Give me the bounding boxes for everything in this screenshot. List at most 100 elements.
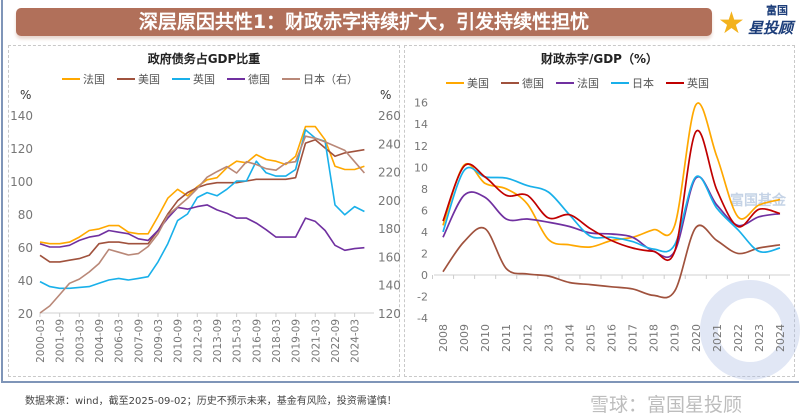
legend-item[interactable]: 英国 — [666, 75, 709, 91]
legend-item[interactable]: 美国 — [446, 75, 489, 91]
legend-swatch — [62, 78, 80, 80]
legend-label: 法国 — [83, 73, 105, 86]
y-tick-label-right: 180 — [378, 222, 401, 236]
y-tick-label: 20 — [18, 307, 33, 321]
x-tick-label: 2009 — [458, 324, 471, 352]
legend-item[interactable]: 德国 — [227, 71, 270, 87]
page-frame — [1, 0, 799, 383]
chart-title: 政府债务占GDP比重 — [147, 52, 261, 66]
series-line-德国 — [39, 204, 365, 252]
legend-swatch — [117, 78, 135, 80]
page-title: 深层原因共性1：财政赤字持续扩大，引发持续性担忧 — [16, 8, 712, 36]
x-tick-label: 2013 — [542, 324, 555, 352]
x-tick-label: 2019-09 — [291, 319, 303, 363]
series-line-德国 — [442, 224, 781, 299]
legend-item[interactable]: 法国 — [62, 71, 105, 87]
chart-title: 财政赤字/GDP（%） — [540, 52, 658, 66]
x-tick-label: 2004-09 — [94, 319, 106, 363]
legend-swatch — [556, 82, 574, 84]
series-line-英国 — [39, 129, 365, 290]
y-tick-label: 2 — [421, 247, 428, 260]
debt-chart-panel: 政府债务占GDP比重 — [8, 45, 400, 377]
legend-swatch — [611, 82, 629, 84]
x-tick-label: 2023 — [753, 324, 766, 352]
brand-logo: ★ 富国星投顾 — [718, 4, 798, 44]
x-tick-label: 2021 — [711, 324, 724, 352]
y-tick-label-right: 140 — [378, 279, 401, 293]
x-tick-label: 2000-03 — [35, 319, 47, 363]
x-tick-label: 2001-09 — [55, 319, 67, 363]
x-tick-label: 2022 — [732, 324, 745, 352]
y-tick-label-right: 240 — [378, 137, 401, 151]
chart-legend: 法国 美国 英国 德国 日本（右） — [62, 71, 358, 87]
series-line-日本（右） — [39, 135, 366, 314]
x-tick-label: 2016 — [606, 324, 619, 352]
series-line-美国 — [442, 102, 781, 249]
y-tick-label: 4 — [421, 226, 428, 239]
y-tick-label-right: 220 — [378, 166, 401, 180]
legend-item[interactable]: 德国 — [501, 75, 544, 91]
x-tick-label: 2012-03 — [192, 319, 204, 363]
series-line-英国 — [442, 129, 781, 262]
x-tick-label: 2022-09 — [330, 319, 342, 363]
x-tick-label: 2012 — [521, 324, 534, 352]
x-tick-label: 2018 — [648, 324, 661, 352]
y-tick-label-right: 200 — [378, 194, 401, 208]
x-tick-label: 2010 — [479, 324, 492, 352]
x-tick-label: 2019 — [669, 324, 682, 352]
x-tick-label: 2007-09 — [133, 319, 145, 363]
watermark: 雪球：富国星投顾 — [590, 394, 743, 416]
y-tick-label: 8 — [421, 183, 428, 196]
y-tick-label: 140 — [10, 109, 33, 123]
legend-swatch — [227, 78, 245, 80]
chart-legend: 美国 德国 法国 日本 英国 — [446, 75, 709, 91]
y-tick-label-right: 160 — [378, 250, 401, 264]
legend-swatch — [446, 82, 464, 84]
y-tick-label: 16 — [414, 97, 428, 110]
legend-label: 法国 — [577, 77, 599, 90]
background-watermark-text: 富国基金 — [730, 193, 786, 209]
legend-item[interactable]: 日本（右） — [282, 71, 358, 87]
x-tick-label: 2003-03 — [74, 319, 86, 363]
x-tick-label: 2010-09 — [173, 319, 185, 363]
series-line-法国 — [442, 175, 781, 259]
x-tick-label: 2016-09 — [251, 319, 263, 363]
legend-swatch — [666, 82, 684, 84]
legend-swatch — [501, 82, 519, 84]
y-tick-label: 12 — [414, 140, 428, 153]
y-tick-label: -4 — [417, 312, 428, 325]
legend-label: 美国 — [467, 77, 489, 90]
series-line-日本 — [442, 166, 781, 253]
y-tick-label: -2 — [417, 290, 428, 303]
logo-text: 星投顾 — [748, 19, 794, 37]
legend-label: 日本（右） — [303, 73, 358, 86]
legend-label: 德国 — [248, 73, 270, 86]
y-tick-label-right: 120 — [378, 307, 401, 321]
x-tick-label: 2008 — [437, 324, 450, 352]
legend-item[interactable]: 法国 — [556, 75, 599, 91]
legend-label: 英国 — [687, 77, 709, 90]
y-tick-label: 10 — [414, 161, 428, 174]
x-tick-label: 2015 — [584, 324, 597, 352]
y-axis-unit-left: % — [20, 88, 31, 102]
star-icon: ★ — [718, 6, 745, 41]
x-tick-label: 2009-03 — [153, 319, 165, 363]
y-tick-label: 14 — [414, 118, 428, 131]
x-tick-label: 2020 — [690, 324, 703, 352]
deficit-chart-panel: 财政赤字/GDP（%） — [404, 45, 795, 377]
legend-label: 美国 — [138, 73, 160, 86]
legend-label: 日本 — [632, 77, 654, 90]
legend-item[interactable]: 日本 — [611, 75, 654, 91]
x-tick-label: 2015-03 — [232, 319, 244, 363]
logo-text: 富国 — [766, 4, 788, 17]
x-tick-label: 2006-03 — [114, 319, 126, 363]
series-line-美国 — [39, 139, 365, 263]
x-tick-label: 2024-03 — [350, 319, 362, 363]
y-axis-unit-right: % — [380, 88, 391, 102]
y-tick-label: 0 — [421, 269, 428, 282]
legend-item[interactable]: 英国 — [172, 71, 215, 87]
y-tick-label-right: 260 — [378, 109, 401, 123]
x-tick-label: 2017 — [627, 324, 640, 352]
legend-item[interactable]: 美国 — [117, 71, 160, 87]
